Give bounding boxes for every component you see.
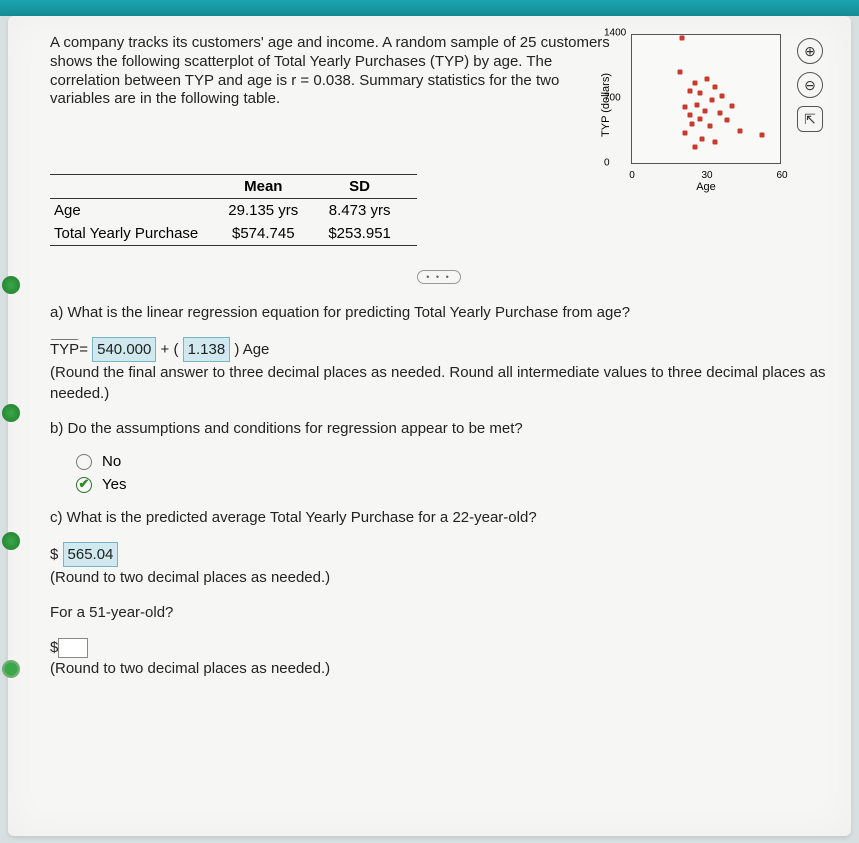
radio-option-no[interactable]: No: [76, 453, 827, 470]
scatterplot-typ-age: TYP (dollars) Age 0306007001400: [631, 34, 781, 164]
table-cell: Total Yearly Purchase: [50, 222, 224, 246]
question-c-answer-51: $ (Round to two decimal places as needed…: [50, 637, 827, 679]
radio-checked-icon: [76, 477, 92, 493]
problem-statement: A company tracks its customers' age and …: [50, 34, 623, 164]
table-cell: $574.745: [224, 222, 324, 246]
chart-x-label: Age: [632, 181, 780, 193]
table-cell: $253.951: [324, 222, 417, 246]
question-a-prompt: a) What is the linear regression equatio…: [50, 302, 827, 323]
chart-y-label: TYP (dollars): [600, 73, 612, 137]
table-cell: Age: [50, 199, 224, 223]
summary-stats-table: Mean SD Age 29.135 yrs 8.473 yrs Total Y…: [50, 174, 417, 246]
answer-intercept[interactable]: 540.000: [92, 337, 156, 362]
table-header: Mean: [224, 175, 324, 199]
radio-icon: [76, 454, 92, 470]
radio-label: No: [102, 453, 121, 470]
table-header: SD: [324, 175, 417, 199]
table-cell: 29.135 yrs: [224, 199, 324, 223]
answer-22yo[interactable]: 565.04: [63, 542, 119, 567]
zoom-in-icon[interactable]: ⊕: [797, 38, 823, 64]
progress-indicator: [2, 276, 20, 294]
question-c-prompt: c) What is the predicted average Total Y…: [50, 507, 827, 528]
question-b-prompt: b) Do the assumptions and conditions for…: [50, 418, 827, 439]
radio-label: Yes: [102, 476, 126, 493]
answer-slope[interactable]: 1.138: [183, 337, 231, 362]
progress-indicator: [2, 660, 20, 678]
rounding-note: (Round to two decimal places as needed.): [50, 660, 330, 677]
progress-indicator: [2, 532, 20, 550]
answer-51yo-input[interactable]: [58, 638, 88, 658]
question-c-answer-22: $ 565.04 (Round to two decimal places as…: [50, 542, 827, 588]
popout-icon[interactable]: ⇱: [797, 106, 823, 132]
table-cell: 8.473 yrs: [324, 199, 417, 223]
question-a-equation: TYP= 540.000 + ( 1.138 ) Age (Round the …: [50, 337, 827, 404]
question-c-prompt-51: For a 51-year-old?: [50, 602, 827, 623]
radio-option-yes[interactable]: Yes: [76, 476, 827, 493]
progress-indicator: [2, 404, 20, 422]
table-header: [50, 175, 224, 199]
rounding-note: (Round to two decimal places as needed.): [50, 569, 330, 586]
zoom-out-icon[interactable]: ⊖: [797, 72, 823, 98]
expand-button[interactable]: • • •: [417, 270, 461, 284]
rounding-note: (Round the final answer to three decimal…: [50, 364, 825, 402]
